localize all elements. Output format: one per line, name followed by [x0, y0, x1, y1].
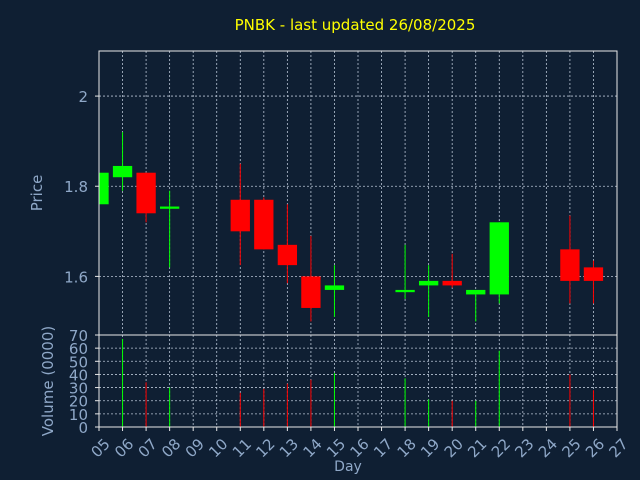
day-axis-label: Day [334, 459, 362, 475]
candle-06 [112, 132, 133, 191]
candle-body [442, 280, 462, 286]
price-axis-label: Price [28, 175, 46, 212]
candle-body [466, 289, 486, 295]
volume-tick-label: 70 [69, 327, 88, 345]
candle-22 [489, 222, 509, 304]
candle-19 [418, 265, 439, 317]
candle-21 [466, 289, 486, 322]
candle-body [112, 165, 133, 178]
volume-series [122, 338, 594, 427]
candle-body [254, 199, 274, 250]
candle-12 [254, 197, 274, 250]
volume-tick-label: 40 [69, 366, 88, 384]
price-axis-ticks: 2 1.8 1.6 [64, 88, 99, 286]
candle-05 [98, 172, 109, 205]
candle-body [159, 206, 180, 209]
candle-14 [301, 235, 321, 322]
candle-body [99, 172, 109, 205]
volume-tick-label: 10 [69, 406, 88, 424]
candle-body [301, 276, 321, 308]
candle-body [583, 267, 604, 281]
candle-07 [136, 172, 156, 223]
volume-tick-label: 0 [78, 419, 88, 437]
candle-25 [560, 215, 580, 304]
candle-13 [277, 204, 298, 284]
candle-20 [442, 253, 462, 288]
candle-body [136, 172, 156, 214]
candle-body [277, 244, 298, 266]
volume-tick-label: 20 [69, 393, 88, 411]
candle-15 [324, 265, 345, 317]
candlestick-series [98, 132, 604, 322]
candle-26 [583, 260, 604, 304]
price-tick-label: 1.6 [64, 268, 88, 286]
candle-18 [395, 244, 415, 299]
candle-08 [159, 190, 180, 268]
price-tick-label: 2 [78, 88, 88, 106]
candle-body [230, 199, 250, 232]
volume-tick-label: 30 [69, 380, 88, 398]
candle-body [489, 222, 509, 295]
candle-body [560, 249, 580, 281]
candle-body [418, 280, 439, 286]
candle-11 [230, 163, 250, 266]
candle-body [395, 289, 415, 293]
chart-title: PNBK - last updated 26/08/2025 [235, 16, 476, 34]
volume-tick-label: 50 [69, 353, 88, 371]
candle-body [324, 285, 345, 290]
volume-tick-label: 60 [69, 340, 88, 358]
volume-axis-label: Volume (0000) [39, 326, 57, 436]
price-tick-label: 1.8 [64, 178, 88, 196]
